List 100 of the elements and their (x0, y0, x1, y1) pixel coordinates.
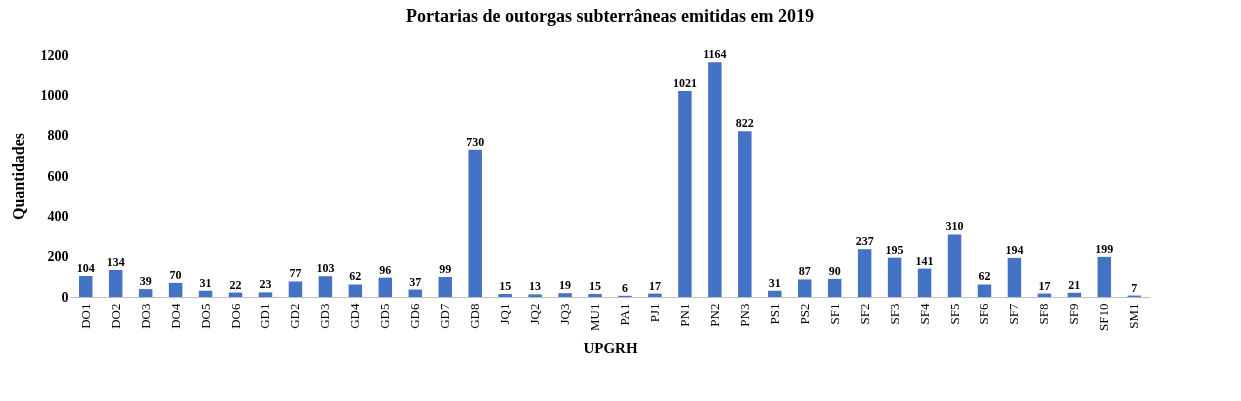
x-tick-label: DO1 (77, 303, 93, 329)
data-label: 22 (229, 277, 242, 292)
x-tick-label: JQ3 (557, 303, 573, 325)
bar (498, 293, 512, 297)
x-tick-label: SM1 (1126, 303, 1142, 329)
bar (258, 292, 273, 297)
bar (288, 281, 303, 297)
bar (528, 294, 542, 297)
data-label: 70 (169, 267, 182, 282)
data-label: 104 (76, 261, 95, 276)
bar (378, 277, 393, 297)
x-tick-label: SF1 (826, 303, 842, 325)
bar (917, 268, 932, 297)
data-label: 87 (798, 264, 811, 279)
x-tick-label: PS2 (796, 303, 812, 325)
x-tick-label: JQ2 (527, 303, 543, 325)
x-tick-label: DO3 (137, 303, 153, 329)
x-tick-label: DO6 (227, 303, 243, 329)
data-label: 7 (1131, 280, 1138, 295)
data-label: 310 (945, 219, 964, 234)
bar (977, 284, 992, 297)
x-tick-label: SF8 (1036, 303, 1052, 325)
bar (138, 289, 153, 297)
bar (108, 269, 123, 297)
data-label: 23 (259, 277, 272, 292)
bar (857, 249, 872, 297)
data-label: 62 (349, 269, 362, 284)
x-tick-label: MU1 (587, 303, 603, 331)
data-label: 99 (439, 262, 452, 277)
data-label: 134 (106, 254, 125, 269)
bar (678, 91, 692, 297)
x-tick-label: GD6 (407, 303, 423, 329)
data-label: 96 (379, 262, 392, 277)
y-tick-label: 800 (47, 128, 69, 144)
x-tick-label: SF6 (976, 303, 992, 325)
x-tick-label: SF5 (946, 303, 962, 325)
data-label: 77 (289, 266, 302, 281)
x-tick-label: PJ1 (646, 303, 662, 323)
data-label: 199 (1095, 241, 1114, 256)
data-label: 194 (1005, 242, 1024, 257)
x-tick-label: GD8 (467, 303, 483, 329)
x-tick-label: GD4 (347, 303, 363, 329)
x-tick-label: DO5 (197, 303, 213, 329)
y-tick-label: 200 (47, 249, 69, 265)
chart-title: Portarias de outorgas subterrâneas emitidas em 2019 (406, 6, 814, 26)
data-label: 19 (559, 278, 572, 293)
x-tick-label: PN2 (706, 303, 722, 327)
data-label: 15 (589, 278, 602, 293)
y-tick-label: 1200 (40, 47, 69, 63)
y-tick-label: 400 (47, 208, 69, 224)
x-tick-label: GD1 (257, 303, 273, 329)
bar (1007, 257, 1022, 297)
data-label: 21 (1068, 277, 1081, 292)
data-label: 15 (499, 278, 512, 293)
data-label: 31 (199, 275, 212, 290)
data-label: 37 (409, 274, 422, 289)
data-label: 17 (1038, 278, 1051, 293)
x-tick-label: PA1 (616, 303, 632, 326)
x-tick-label: GD2 (287, 303, 303, 329)
x-tick-label: SF2 (856, 303, 872, 325)
x-tick-label: DO2 (107, 303, 123, 329)
data-label: 39 (139, 274, 152, 289)
bar (887, 257, 902, 297)
bar (168, 282, 183, 297)
bar (738, 131, 752, 297)
x-tick-label: SF9 (1066, 303, 1082, 325)
x-tick-label: PN1 (676, 303, 692, 327)
bar (588, 293, 602, 297)
data-label: 1164 (703, 47, 727, 62)
data-label: 141 (915, 253, 934, 268)
data-label: 1021 (672, 76, 697, 91)
data-label: 6 (621, 280, 628, 295)
data-label: 195 (885, 242, 904, 257)
bar (468, 149, 482, 297)
x-tick-label: SF7 (1006, 303, 1022, 325)
bar (348, 284, 363, 297)
data-label: 237 (855, 234, 874, 249)
x-axis-title: UPGRH (583, 339, 638, 356)
data-label: 17 (648, 278, 661, 293)
bar (78, 276, 93, 297)
bar (1097, 256, 1112, 297)
y-tick-label: 0 (61, 289, 69, 305)
bar (1067, 292, 1082, 297)
data-label: 822 (735, 116, 754, 131)
data-label: 730 (466, 134, 485, 149)
data-label: 103 (316, 261, 335, 276)
data-label: 13 (529, 279, 542, 294)
x-tick-label: SF4 (916, 303, 932, 325)
bar (708, 62, 722, 297)
data-label: 90 (828, 263, 841, 278)
x-tick-label: SF3 (886, 303, 902, 325)
x-tick-label: JQ1 (497, 303, 513, 325)
bar (318, 276, 333, 297)
x-tick-label: SF10 (1096, 303, 1112, 331)
y-tick-label: 600 (47, 168, 69, 184)
x-tick-label: PN3 (736, 303, 752, 327)
data-label: 62 (978, 269, 991, 284)
x-tick-label: GD7 (437, 303, 453, 329)
bar (558, 293, 572, 297)
y-axis-title: Quantidades (9, 132, 27, 221)
